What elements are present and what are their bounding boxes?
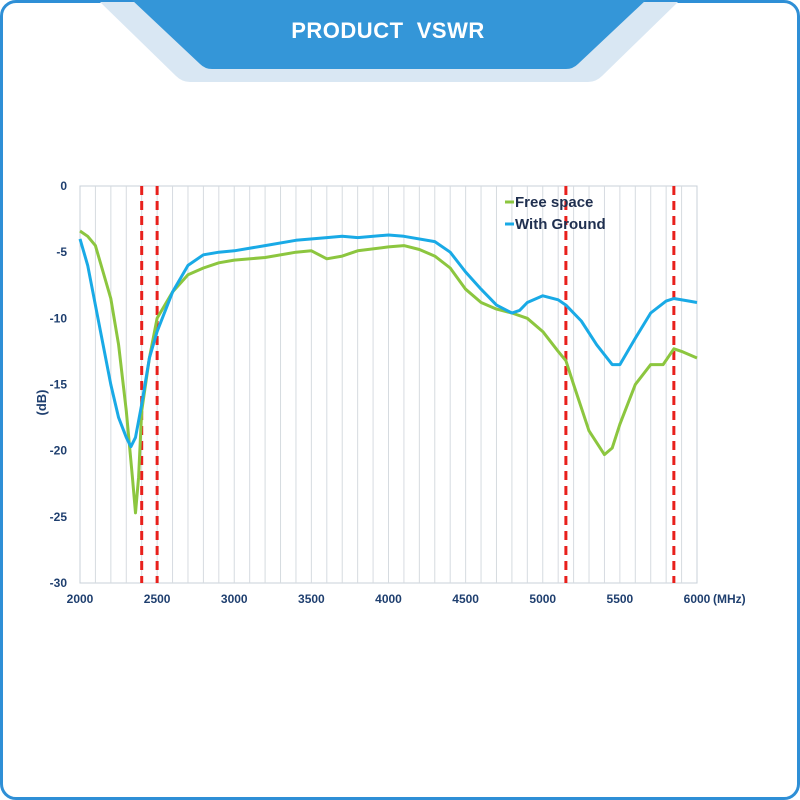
x-tick-label: 5000 [529, 592, 556, 606]
y-tick-label: 0 [60, 179, 67, 193]
x-tick-label: 3000 [221, 592, 248, 606]
y-tick-label: -5 [56, 245, 67, 259]
x-axis-label: (MHz) [713, 592, 746, 606]
header-banner [100, 0, 678, 82]
legend-label: With Ground [515, 216, 606, 233]
legend-label: Free space [515, 194, 593, 211]
x-tick-label: 2000 [67, 592, 94, 606]
series-line-free-space [79, 229, 698, 515]
y-tick-label: -15 [50, 378, 68, 392]
x-tick-label: 5500 [607, 592, 634, 606]
y-tick-label: -20 [50, 444, 68, 458]
y-tick-label: -30 [50, 576, 68, 590]
x-tick-label: 4000 [375, 592, 402, 606]
y-tick-label: -10 [50, 311, 68, 325]
banner-title: PRODUCT VSWR [291, 18, 485, 43]
y-tick-label: -25 [50, 510, 68, 524]
series-line-with-ground [78, 233, 698, 449]
x-tick-label: 6000 [684, 592, 711, 606]
banner-shape [132, 0, 646, 69]
x-tick-label: 2500 [144, 592, 171, 606]
y-axis-label: (dB) [34, 390, 49, 416]
x-tick-label: 3500 [298, 592, 325, 606]
x-tick-label: 4500 [452, 592, 479, 606]
